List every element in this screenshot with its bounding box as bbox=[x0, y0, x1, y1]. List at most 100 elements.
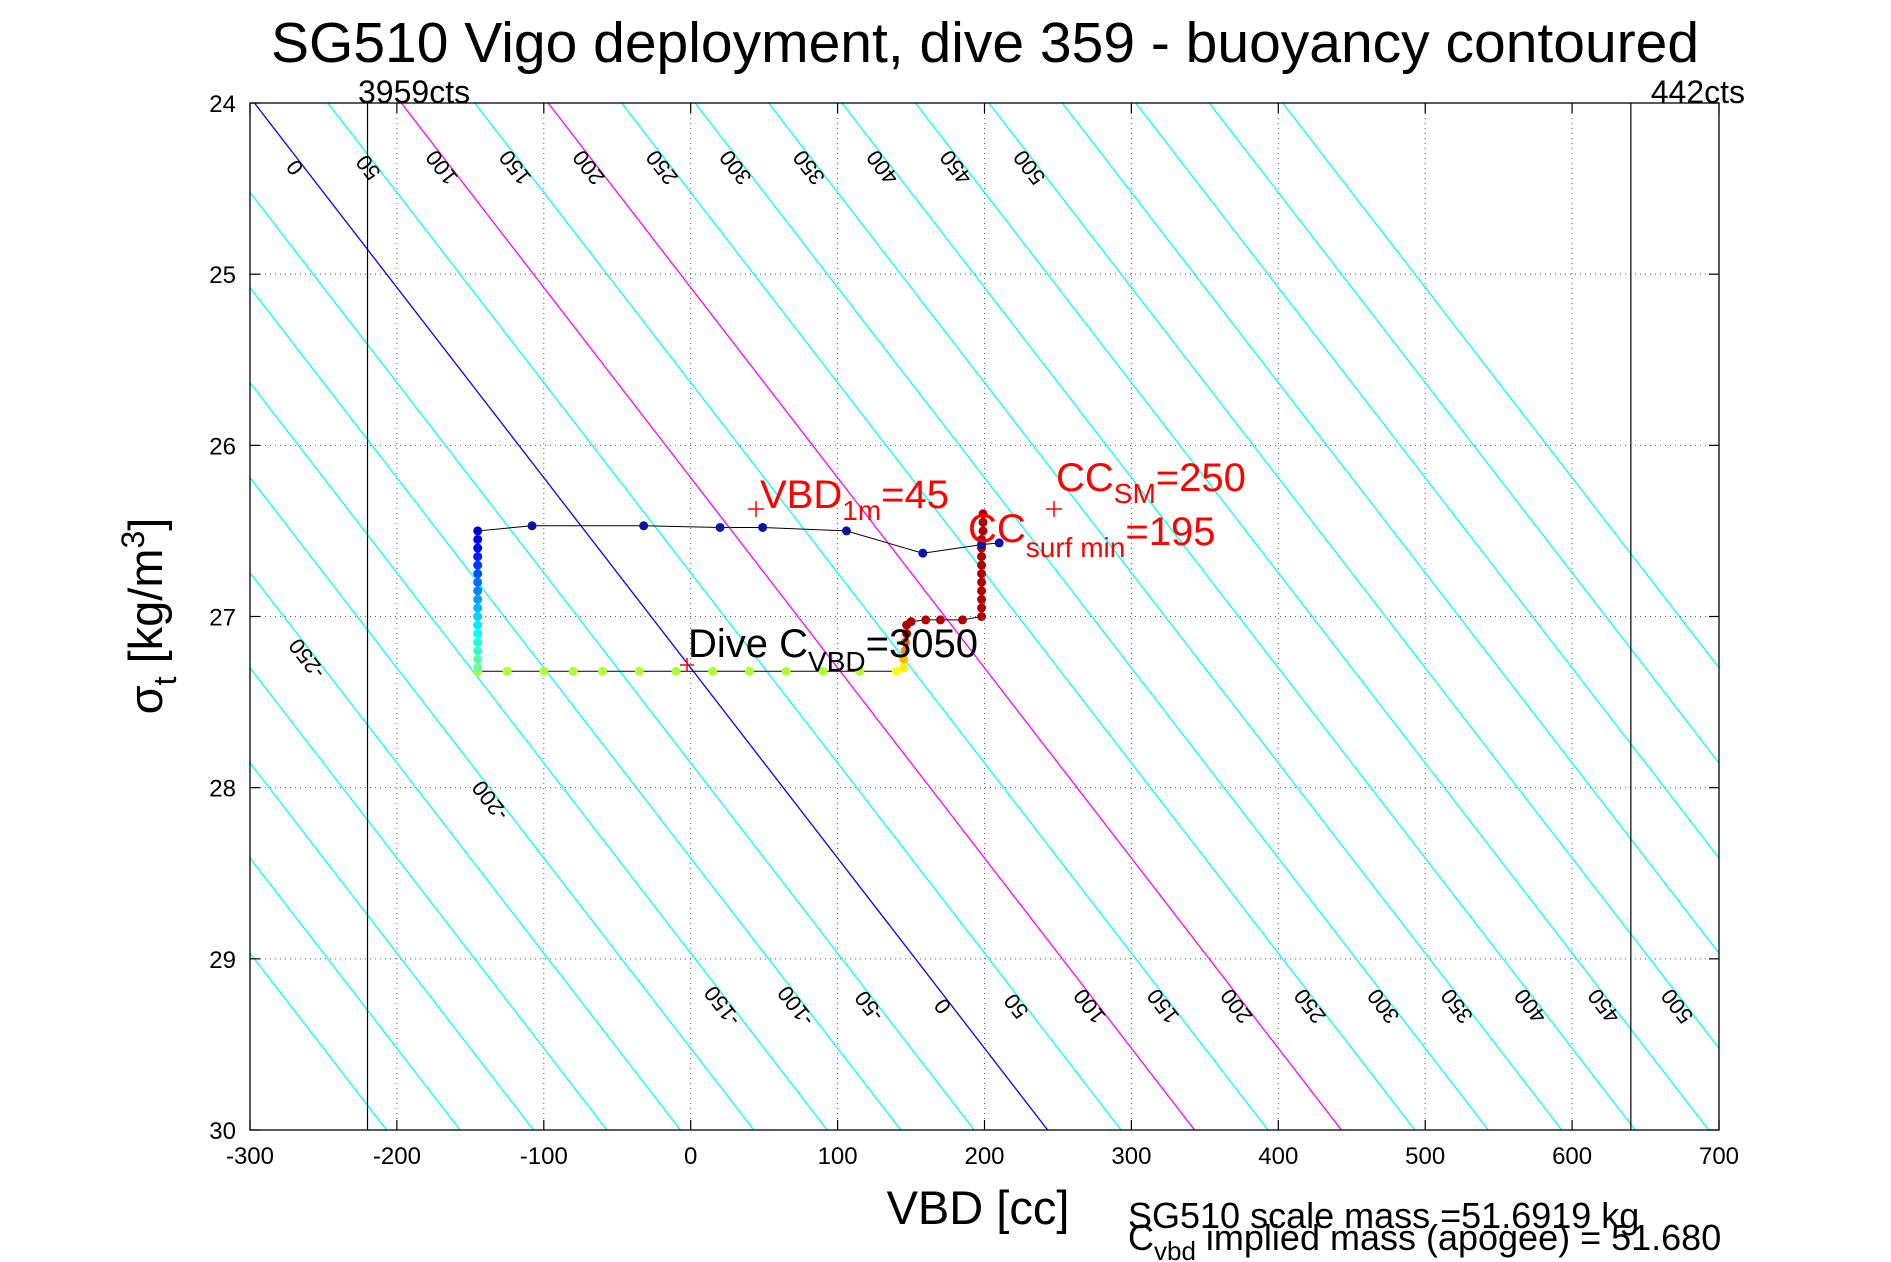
dive-cvbd-marker bbox=[680, 658, 694, 672]
contour-line-350 bbox=[768, 103, 1563, 1130]
cc-surf-label: CC bbox=[968, 507, 1026, 551]
ascent-point bbox=[473, 543, 483, 553]
ascent-point bbox=[473, 526, 483, 536]
cc-surf-sub: surf min bbox=[1026, 532, 1126, 563]
contour-line-250 bbox=[621, 103, 1416, 1130]
ascent-point bbox=[473, 663, 483, 673]
y-tick-label: 24 bbox=[209, 91, 236, 118]
descent-point bbox=[977, 552, 987, 562]
vbd-1m-annotation: VBD1m=45 bbox=[748, 473, 949, 526]
footer-cvbd-symbol: C bbox=[1128, 1217, 1154, 1258]
ascent-point bbox=[473, 552, 483, 562]
descent-point bbox=[977, 560, 987, 570]
cc-sm-annotation: CCSM=250 bbox=[1046, 456, 1246, 517]
ascent-point bbox=[841, 526, 851, 536]
descent-point bbox=[671, 666, 681, 676]
buoyancy-contours bbox=[250, 103, 1719, 1130]
ascent-point bbox=[473, 646, 483, 656]
contour-line--400 bbox=[250, 856, 461, 1130]
contour-line--200 bbox=[250, 476, 755, 1130]
contour-line--350 bbox=[250, 761, 535, 1130]
ascent-point bbox=[473, 637, 483, 647]
descent-point bbox=[634, 666, 644, 676]
cc-sm-sub: SM bbox=[1114, 478, 1156, 509]
contour-line--100 bbox=[250, 286, 902, 1130]
y-tick-label: 25 bbox=[209, 262, 236, 289]
grid bbox=[250, 103, 1719, 1130]
descent-point bbox=[568, 666, 578, 676]
x-tick-label: 500 bbox=[1405, 1143, 1445, 1170]
ascent-point bbox=[918, 548, 928, 558]
dive-cvbd-value: =3050 bbox=[866, 622, 978, 666]
descent-point bbox=[781, 666, 791, 676]
x-tick-label: 600 bbox=[1552, 1143, 1592, 1170]
descent-point bbox=[978, 526, 988, 536]
contour-line-500 bbox=[988, 103, 1719, 1050]
dive-cvbd-sub: VBD bbox=[808, 646, 866, 677]
descent-point bbox=[978, 509, 988, 519]
y-tick-label: 29 bbox=[209, 947, 236, 974]
svg-text:Dive CVBD=3050: Dive CVBD=3050 bbox=[688, 622, 978, 677]
contour-line-300 bbox=[694, 103, 1489, 1130]
descent-point bbox=[977, 594, 987, 604]
contour-line-650 bbox=[1208, 103, 1719, 765]
ascent-point bbox=[473, 586, 483, 596]
contour-line-550 bbox=[1061, 103, 1719, 955]
y-tick-label: 30 bbox=[209, 1118, 236, 1145]
vbd-1m-label: VBD bbox=[760, 473, 842, 517]
ascent-point bbox=[527, 521, 537, 531]
descent-point bbox=[902, 629, 912, 639]
descent-point bbox=[977, 577, 987, 587]
svg-text:CCSM=250: CCSM=250 bbox=[1056, 456, 1246, 509]
ascent-point bbox=[473, 620, 483, 630]
descent-point bbox=[935, 615, 945, 625]
descent-point bbox=[900, 637, 910, 647]
footer-cvbd-sub: vbd bbox=[1154, 1236, 1196, 1262]
y-tick-label: 28 bbox=[209, 776, 236, 803]
descent-point bbox=[744, 666, 754, 676]
ascent-point bbox=[977, 540, 987, 550]
descent-point bbox=[906, 617, 916, 627]
chart-title: SG510 Vigo deployment, dive 359 - buoyan… bbox=[271, 11, 1699, 75]
y-axis-label-unit: [kg/m bbox=[119, 548, 172, 676]
x-axis-label: VBD [cc] bbox=[887, 1181, 1070, 1234]
contour-line-200 bbox=[547, 103, 1342, 1130]
descent-point bbox=[539, 666, 549, 676]
dive-trajectory bbox=[473, 509, 1004, 676]
descent-point bbox=[977, 612, 987, 621]
ascent-point bbox=[473, 629, 483, 639]
descent-point bbox=[891, 666, 901, 676]
svg-text:CCsurf min=195: CCsurf min=195 bbox=[968, 507, 1215, 563]
axis-ticks: -300 -200 -100 0 100 200 300 400 500 600 700 24 25 26… bbox=[209, 91, 1739, 1170]
contour-line-450 bbox=[914, 103, 1710, 1130]
cc-surf-annotation: CCsurf min=195 bbox=[968, 507, 1215, 563]
count-label-left: 3959cts bbox=[358, 74, 470, 110]
contour-line-700 bbox=[1282, 103, 1719, 669]
ascent-point bbox=[473, 654, 483, 664]
ascent-point bbox=[639, 521, 649, 531]
contour-line-400 bbox=[841, 103, 1636, 1130]
x-tick-label: -300 bbox=[226, 1143, 274, 1170]
y-axis-label-unit-close: ] bbox=[119, 518, 172, 531]
dive-cvbd-annotation: Dive CVBD=3050 bbox=[680, 622, 978, 677]
contour-line--50 bbox=[250, 191, 975, 1130]
descent-point bbox=[899, 654, 909, 664]
x-tick-label: -200 bbox=[373, 1143, 421, 1170]
contour-line--150 bbox=[250, 381, 828, 1130]
y-axis-label: σt [kg/m3] bbox=[115, 518, 183, 715]
descent-point bbox=[598, 666, 608, 676]
y-tick-label: 26 bbox=[209, 433, 236, 460]
x-tick-label: 0 bbox=[684, 1143, 697, 1170]
y-axis-label-unit-sup: 3 bbox=[115, 531, 151, 549]
ascent-point bbox=[758, 522, 768, 532]
ascent-point bbox=[473, 569, 483, 579]
cc-surf-value: =195 bbox=[1125, 510, 1215, 554]
descent-point bbox=[502, 666, 512, 676]
cc-sm-value: =250 bbox=[1156, 456, 1246, 500]
y-axis-label-symbol: σ bbox=[119, 685, 172, 714]
contour-line--250 bbox=[250, 571, 681, 1130]
descent-point bbox=[921, 615, 931, 625]
vbd-1m-sub: 1m bbox=[842, 495, 881, 526]
descent-point bbox=[977, 586, 987, 596]
